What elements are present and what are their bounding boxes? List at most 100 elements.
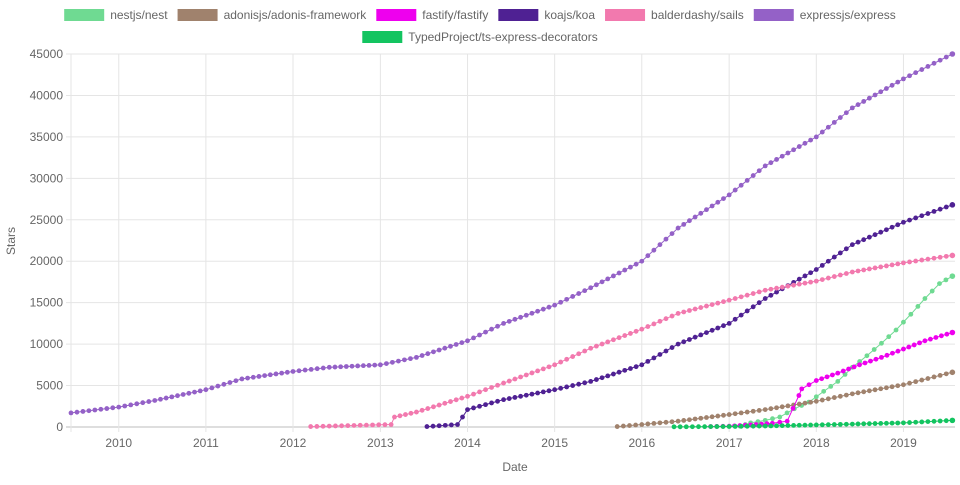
data-point bbox=[683, 424, 689, 430]
data-point bbox=[345, 423, 351, 429]
data-point bbox=[620, 423, 626, 429]
data-point bbox=[425, 351, 431, 357]
legend-item[interactable]: koajs/koa bbox=[498, 8, 595, 22]
legend-item[interactable]: fastify/fastify bbox=[376, 8, 488, 22]
data-point bbox=[681, 221, 687, 227]
data-point bbox=[489, 326, 494, 332]
data-point bbox=[726, 192, 732, 198]
series-line bbox=[739, 275, 953, 427]
data-point bbox=[633, 261, 639, 267]
data-point bbox=[582, 380, 588, 386]
data-point bbox=[937, 254, 943, 260]
data-point bbox=[692, 214, 698, 220]
data-point bbox=[790, 405, 796, 411]
legend-item[interactable]: balderdashy/sails bbox=[605, 8, 744, 22]
data-point bbox=[768, 406, 774, 412]
data-point bbox=[314, 424, 320, 429]
data-point bbox=[862, 360, 868, 366]
data-point bbox=[326, 364, 332, 370]
data-point bbox=[861, 421, 867, 427]
data-point bbox=[895, 222, 901, 228]
data-point bbox=[949, 329, 956, 336]
data-point bbox=[645, 421, 651, 427]
data-point bbox=[657, 318, 663, 324]
data-point bbox=[357, 422, 363, 428]
data-point bbox=[913, 379, 919, 385]
data-point bbox=[692, 416, 698, 422]
data-point bbox=[681, 339, 687, 345]
data-point bbox=[709, 414, 715, 420]
data-point bbox=[256, 374, 262, 379]
data-point bbox=[611, 371, 616, 377]
data-point bbox=[529, 370, 535, 376]
series-line bbox=[426, 204, 953, 428]
data-point bbox=[570, 294, 576, 299]
series-typedproject-ts-express-decorators bbox=[671, 417, 956, 430]
data-point bbox=[744, 178, 750, 183]
data-point bbox=[913, 258, 919, 264]
data-point bbox=[377, 362, 383, 368]
data-point bbox=[855, 102, 861, 108]
data-point bbox=[651, 321, 657, 327]
data-point bbox=[726, 424, 732, 429]
data-point bbox=[419, 407, 425, 413]
data-point bbox=[872, 232, 878, 238]
data-point bbox=[831, 254, 837, 260]
data-point bbox=[564, 356, 570, 362]
data-point bbox=[681, 309, 687, 315]
series-layer bbox=[68, 51, 956, 430]
data-point bbox=[402, 357, 407, 363]
data-point bbox=[871, 347, 877, 352]
data-point bbox=[599, 279, 605, 285]
data-point bbox=[791, 147, 796, 153]
legend-item[interactable]: adonisjs/adonis-framework bbox=[177, 8, 368, 22]
y-tick-label: 45000 bbox=[30, 47, 64, 61]
data-point bbox=[937, 373, 943, 378]
data-point bbox=[825, 275, 831, 281]
data-point bbox=[872, 92, 878, 98]
data-point bbox=[546, 304, 552, 310]
data-point bbox=[762, 423, 768, 429]
data-point bbox=[622, 367, 628, 373]
data-point bbox=[396, 358, 401, 364]
data-point bbox=[907, 217, 912, 223]
data-point bbox=[558, 299, 564, 305]
data-point bbox=[774, 289, 779, 295]
data-point bbox=[523, 372, 529, 378]
data-point bbox=[777, 414, 783, 420]
legend-item[interactable]: expressjs/express bbox=[753, 8, 896, 22]
data-point bbox=[828, 383, 834, 389]
data-point bbox=[785, 423, 791, 428]
data-point bbox=[866, 266, 872, 272]
data-point bbox=[709, 203, 715, 209]
data-point bbox=[768, 423, 774, 429]
data-point bbox=[925, 376, 931, 381]
data-point bbox=[866, 95, 872, 101]
data-point bbox=[831, 274, 837, 279]
data-point bbox=[677, 424, 683, 430]
data-point bbox=[436, 402, 442, 408]
data-point bbox=[333, 423, 338, 429]
data-point bbox=[949, 369, 956, 376]
data-point bbox=[552, 362, 558, 368]
data-point bbox=[239, 376, 245, 382]
data-point bbox=[901, 76, 906, 82]
data-point bbox=[506, 318, 512, 324]
data-point bbox=[721, 412, 726, 418]
data-point bbox=[639, 362, 645, 368]
y-tick-label: 25000 bbox=[30, 213, 64, 227]
data-point bbox=[552, 302, 558, 308]
data-point bbox=[146, 399, 152, 404]
data-point bbox=[785, 403, 791, 409]
data-point bbox=[922, 338, 928, 344]
data-point bbox=[796, 422, 802, 428]
data-point bbox=[889, 262, 895, 268]
legend-item[interactable]: TypedProject/ts-express-decorators bbox=[362, 30, 598, 44]
data-point bbox=[878, 89, 884, 95]
data-point bbox=[931, 60, 937, 66]
data-point bbox=[750, 173, 756, 178]
data-point bbox=[523, 392, 529, 398]
legend-item[interactable]: nestjs/nest bbox=[64, 8, 168, 22]
data-point bbox=[593, 343, 599, 349]
data-point bbox=[928, 336, 933, 342]
